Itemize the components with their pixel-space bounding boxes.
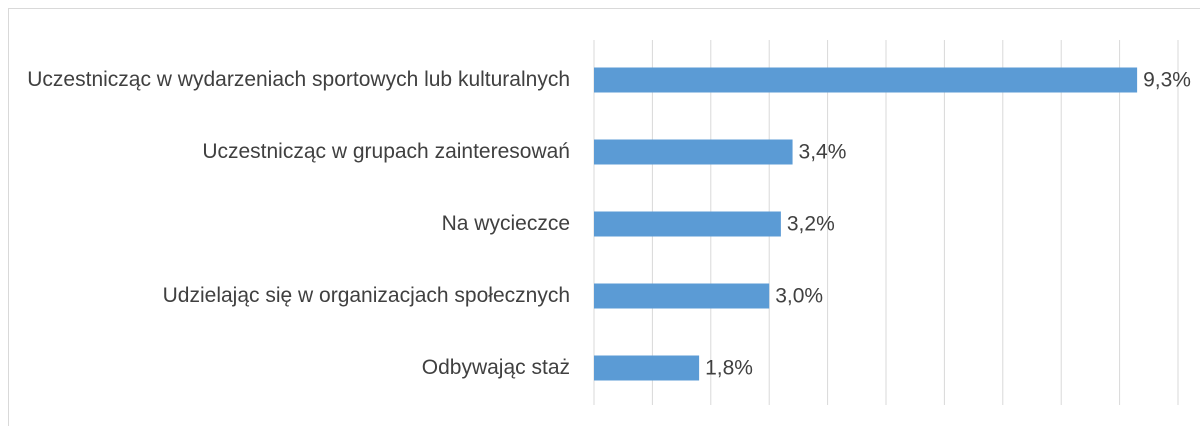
bar [594,67,1138,93]
bar [594,283,770,309]
chart-frame [8,8,1200,426]
bar [594,355,700,381]
y-tick-label: Uczestnicząc w grupach zainteresowań [202,140,570,163]
y-tick-label: Odbywając staż [421,356,570,379]
y-tick-label: Uczestnicząc w wydarzeniach sportowych l… [27,68,570,91]
data-label: 3,2% [787,213,835,236]
bar [594,211,781,237]
data-label: 3,0% [775,285,823,308]
data-label: 1,8% [705,357,753,380]
bar [594,139,793,165]
data-label: 3,4% [799,141,847,164]
y-tick-label: Na wycieczce [441,212,570,235]
y-tick-label: Udzielając się w organizacjach społeczny… [162,284,570,307]
data-label: 9,3% [1143,69,1191,92]
